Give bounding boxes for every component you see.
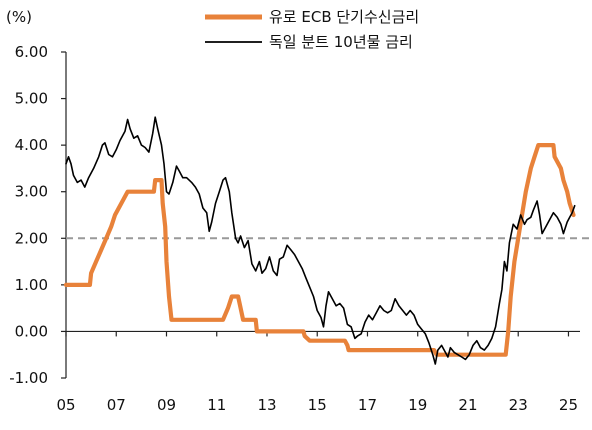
x-tick-label: 07 (107, 396, 126, 414)
series-line-bund-10y-yield (65, 116, 576, 365)
y-tick-label: 6.00 (15, 43, 48, 61)
y-tick-label: 0.00 (15, 322, 48, 340)
y-tick-label: 2.00 (15, 229, 48, 247)
x-tick-label: 11 (207, 396, 226, 414)
x-tick-label: 13 (257, 396, 276, 414)
x-tick-label: 17 (358, 396, 377, 414)
legend-label: 유로 ECB 단기수신금리 (269, 8, 419, 26)
series-group (63, 116, 576, 365)
y-tick-label: 5.00 (15, 90, 48, 108)
y-axis: 6.00 5.00 4.00 3.00 2.00 1.00 0.00 -1.00 (9, 43, 67, 387)
unit-label: (%) (6, 8, 32, 26)
x-tick-label: 05 (56, 396, 75, 414)
x-tick-label: 25 (559, 396, 578, 414)
y-tick-label: 4.00 (15, 136, 48, 154)
legend-label: 독일 분트 10년물 금리 (269, 33, 413, 51)
x-axis: 05 07 09 11 13 15 17 19 21 23 25 (56, 330, 580, 414)
x-tick-label: 23 (509, 396, 528, 414)
y-tick-label: 3.00 (15, 183, 48, 201)
series-line-ecb-deposit-rate (63, 143, 576, 357)
x-tick-label: 21 (458, 396, 477, 414)
x-tick-label: 09 (157, 396, 176, 414)
x-tick-label: 15 (308, 396, 327, 414)
x-tick-label: 19 (408, 396, 427, 414)
y-tick-label: -1.00 (9, 369, 48, 387)
y-tick-label: 1.00 (15, 276, 48, 294)
